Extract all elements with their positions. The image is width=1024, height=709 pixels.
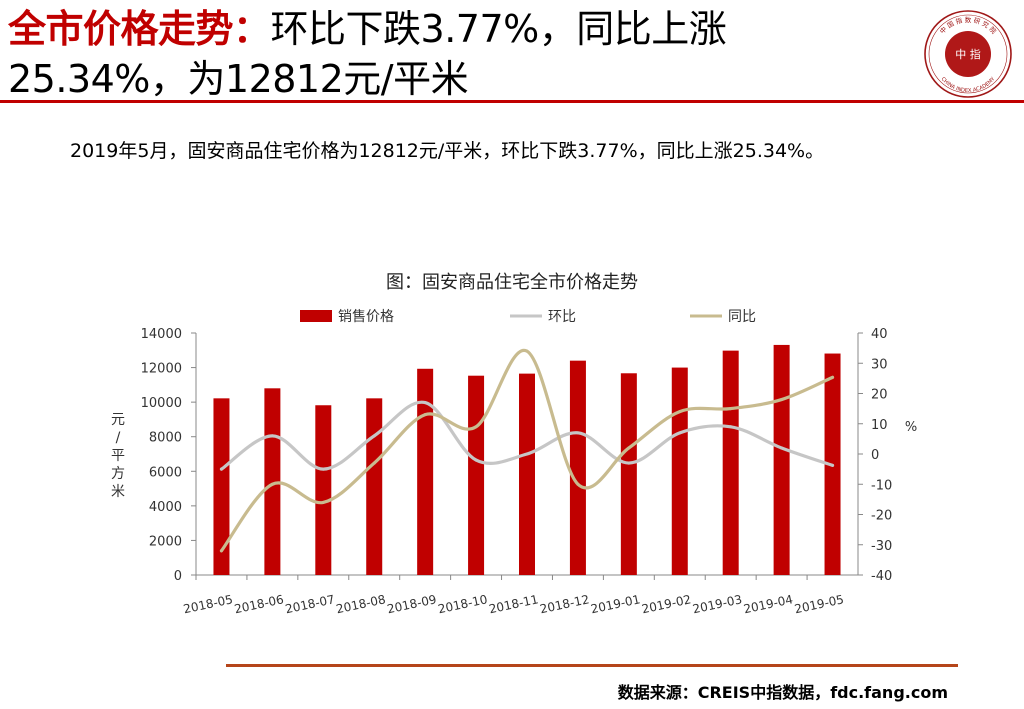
line-yoy-point [321,500,325,504]
y-right-tick-label: 20 [871,388,888,403]
x-tick-label: 2018-07 [284,592,336,616]
y-left-tick-label: 4000 [149,500,182,515]
line-yoy-point [627,446,631,450]
line-yoy-point [423,413,427,417]
y-left-axis-label-char: 方 [111,466,125,482]
line-mom-point [780,446,784,450]
legend-label-1: 环比 [548,309,576,325]
title-line2: 25.34%，为12812元/平米 [8,57,469,101]
page-title: 全市价格走势：环比下跌3.77%，同比上涨 25.34%，为12812元/平米 [8,4,888,104]
bar-sales-price [417,368,434,575]
y-right-tick-label: 30 [871,357,888,372]
line-mom-point [576,431,580,435]
chart-title: 图：固安商品住宅全市价格走势 [386,272,638,293]
x-tick-label: 2018-10 [437,592,489,616]
y-left-axis-label-char: / [116,430,121,446]
y-left-tick-label: 0 [174,569,182,584]
bar-sales-price [569,360,586,575]
y-right-tick-label: 10 [871,418,888,433]
y-left-tick-label: 10000 [141,396,182,411]
x-tick-label: 2019-01 [590,592,642,616]
line-mom-point [270,434,274,438]
legend-label-2: 同比 [728,309,756,325]
y-left-tick-label: 8000 [149,431,182,446]
summary-text: 2019年5月，固安商品住宅价格为12812元/平米，环比下跌3.77%，同比上… [70,140,825,162]
bar-sales-price [620,373,637,575]
line-yoy-point [474,425,478,429]
line-yoy-point [678,410,682,414]
line-mom-point [678,431,682,435]
y-left-tick-label: 6000 [149,465,182,480]
bar-sales-price [315,405,332,575]
footer-divider [226,664,958,667]
y-right-tick-label: -30 [871,539,892,554]
bar-sales-price [519,373,535,575]
x-tick-label: 2018-11 [488,592,540,616]
bar-sales-price [366,398,383,575]
china-index-academy-logo: 中 指 中 国 指 数 研 究 院 CHINA INDEX ACADEMY [924,10,1012,98]
bar-sales-price [213,398,230,575]
x-tick-label: 2018-08 [335,592,387,616]
x-tick-label: 2018-12 [539,592,591,616]
y-left-tick-label: 14000 [141,327,182,342]
line-yoy-point [576,482,580,486]
line-yoy-point [780,398,784,402]
line-yoy-point [525,349,529,353]
line-mom-point [372,434,376,438]
data-source: 数据来源：CREIS中指数据，fdc.fang.com [617,683,948,702]
logo-center-text: 中 指 [955,47,981,61]
line-yoy-point [372,461,376,465]
line-yoy-point [831,375,835,379]
legend-label-0: 销售价格 [338,309,394,325]
x-tick-label: 2019-03 [691,592,743,616]
line-mom-point [321,467,325,471]
line-mom-point [627,461,631,465]
y-left-tick-label: 12000 [141,362,182,377]
y-left-axis-label-char: 元 [111,412,125,428]
y-right-tick-label: -40 [871,569,892,584]
y-right-tick-label: 40 [871,327,888,342]
line-mom-point [423,401,427,405]
y-right-tick-label: 0 [871,448,879,463]
bar-sales-price [468,375,485,575]
line-mom-point [831,463,835,467]
line-yoy-point [729,407,733,411]
y-left-axis-label-char: 米 [111,484,125,500]
x-tick-label: 2019-04 [742,592,794,616]
line-mom-point [525,452,529,456]
legend-swatch-0 [300,310,332,322]
line-yoy-point [270,482,274,486]
x-tick-label: 2018-09 [386,592,438,616]
bar-sales-price [773,344,790,575]
x-tick-label: 2018-06 [233,592,285,616]
title-highlight: 全市价格走势： [8,7,271,51]
y-right-tick-label: -10 [871,478,892,493]
header-divider [0,100,1024,103]
bar-sales-price [722,350,739,575]
line-mom-point [219,467,223,471]
x-tick-label: 2019-02 [640,592,692,616]
line-mom-point [729,425,733,429]
y-left-tick-label: 2000 [149,534,182,549]
bar-sales-price [671,367,688,575]
line-mom-point [474,458,478,462]
x-tick-label: 2018-05 [182,592,234,616]
y-right-axis-label: % [905,420,917,435]
title-line1: 环比下跌3.77%，同比上涨 [270,7,727,51]
y-left-axis-label-char: 平 [111,448,125,464]
y-right-tick-label: -20 [871,509,892,524]
line-yoy-point [219,549,223,553]
x-tick-label: 2019-05 [793,592,845,616]
